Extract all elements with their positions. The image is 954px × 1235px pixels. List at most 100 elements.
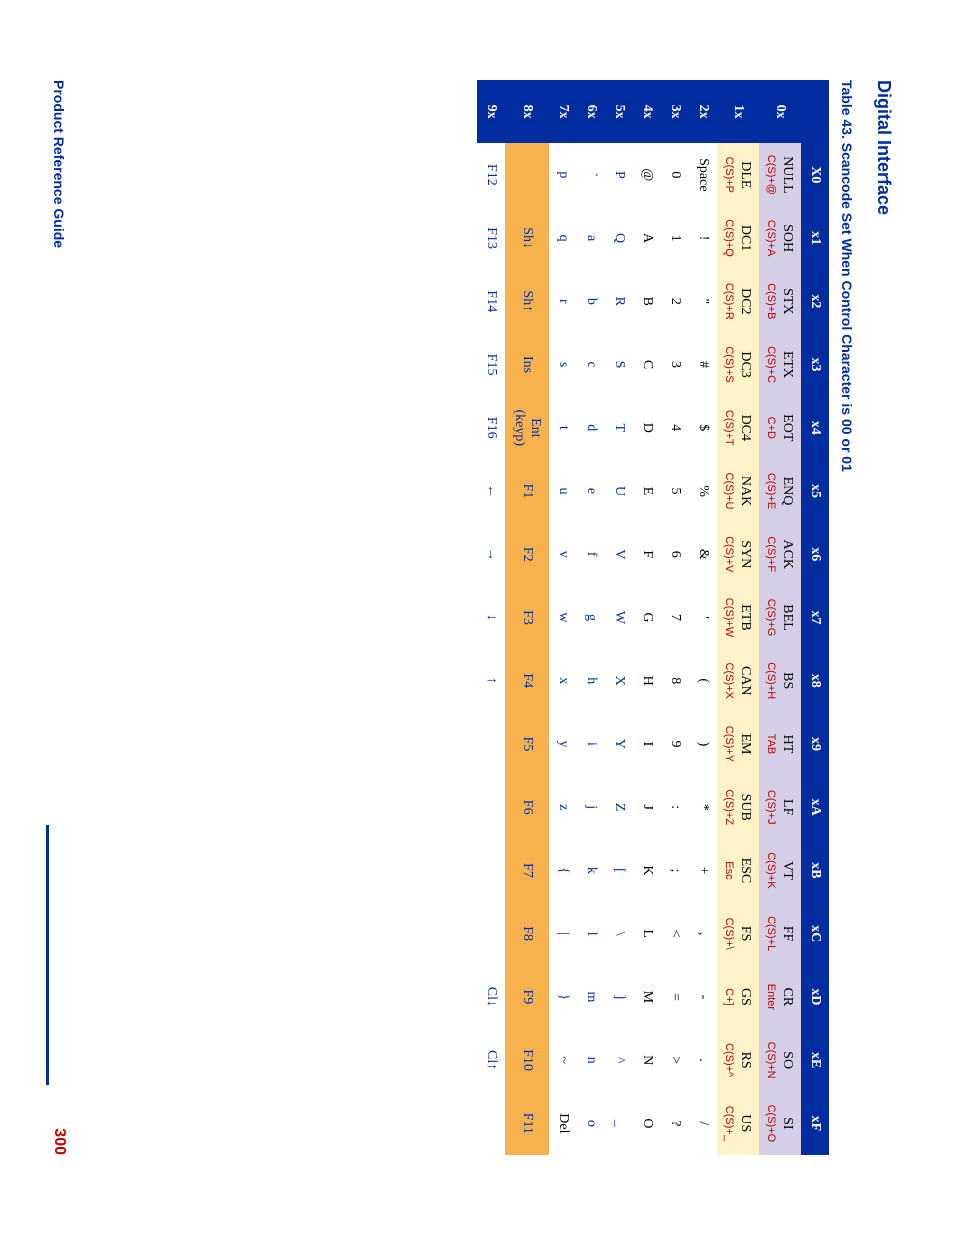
col-header: x6 bbox=[801, 523, 829, 586]
cell-sub: C(S)+N bbox=[765, 1031, 777, 1090]
cell-main: DC1 bbox=[738, 225, 753, 251]
cell: Z bbox=[605, 776, 633, 839]
cell-main: ) bbox=[696, 742, 711, 747]
cell-main: FF bbox=[780, 926, 795, 942]
cell-main: F3 bbox=[520, 610, 535, 625]
cell-main: → bbox=[484, 547, 499, 561]
cell-main: v bbox=[556, 551, 571, 558]
cell-main: EOT bbox=[780, 414, 795, 441]
cell-main: Ent (keyp) bbox=[512, 410, 543, 447]
cell-main: F11 bbox=[520, 1113, 535, 1134]
cell: Space bbox=[689, 143, 717, 206]
cell-sub: C(S)+Z bbox=[723, 778, 735, 837]
cell: FFC(S)+L bbox=[759, 902, 801, 965]
cell: W bbox=[605, 586, 633, 649]
cell: STXC(S)+B bbox=[759, 270, 801, 333]
cell: m bbox=[577, 965, 605, 1028]
cell-sub: C(S)+U bbox=[723, 461, 735, 520]
cell-main: W bbox=[612, 611, 627, 624]
cell: F3 bbox=[505, 586, 549, 649]
cell-main: SYN bbox=[738, 540, 753, 568]
cell-main: K bbox=[640, 865, 655, 875]
cell: % bbox=[689, 459, 717, 522]
cell: F10 bbox=[505, 1029, 549, 1092]
cell-main: c bbox=[584, 361, 599, 367]
cell-main: V bbox=[612, 549, 627, 559]
cell: Del bbox=[549, 1092, 577, 1155]
cell: 4 bbox=[661, 396, 689, 459]
cell: J bbox=[633, 776, 661, 839]
cell-main: E bbox=[640, 487, 655, 496]
row-header: 2x bbox=[689, 80, 717, 143]
cell-main: 7 bbox=[668, 614, 683, 621]
cell: DC2C(S)+R bbox=[717, 270, 759, 333]
cell-sub: C(S)+E bbox=[765, 461, 777, 520]
cell: k bbox=[577, 839, 605, 902]
cell: SYNC(S)+V bbox=[717, 523, 759, 586]
cell: Y bbox=[605, 712, 633, 775]
cell: ! bbox=[689, 206, 717, 269]
cell-main: 8 bbox=[668, 677, 683, 684]
cell: H bbox=[633, 649, 661, 712]
cell-main: A bbox=[640, 233, 655, 243]
cell-main: EM bbox=[738, 733, 753, 754]
cell-main: < bbox=[668, 930, 683, 938]
cell: s bbox=[549, 333, 577, 396]
cell-sub: C(S)+Y bbox=[723, 714, 735, 773]
cell-main: = bbox=[668, 993, 683, 1001]
cell-main: j bbox=[584, 805, 599, 809]
cell: < bbox=[661, 902, 689, 965]
cell: g bbox=[577, 586, 605, 649]
col-header: x4 bbox=[801, 396, 829, 459]
cell-main: Cl↑ bbox=[484, 1050, 499, 1070]
cell: | bbox=[549, 902, 577, 965]
cell bbox=[477, 712, 505, 775]
cell-main: b bbox=[584, 298, 599, 305]
cell: d bbox=[577, 396, 605, 459]
cell-main: Space bbox=[696, 158, 711, 191]
cell: Cl↓ bbox=[477, 965, 505, 1028]
cell-sub: Enter bbox=[765, 967, 777, 1026]
cell-main: Ins bbox=[520, 356, 535, 373]
cell-main: DC2 bbox=[738, 288, 753, 314]
cell-main: RS bbox=[738, 1052, 753, 1069]
cell: Sh↓ bbox=[505, 206, 549, 269]
cell: @ bbox=[633, 143, 661, 206]
cell-main: f bbox=[584, 552, 599, 557]
cell: = bbox=[661, 965, 689, 1028]
cell: DC1C(S)+Q bbox=[717, 206, 759, 269]
cell-sub: C(S)+@ bbox=[765, 145, 777, 204]
cell: F1 bbox=[505, 459, 549, 522]
cell-main: SO bbox=[780, 1051, 795, 1069]
cell-sub: C(S)+G bbox=[765, 588, 777, 647]
section-title: Digital Interface bbox=[873, 80, 894, 1155]
cell-main: D bbox=[640, 423, 655, 433]
cell: 3 bbox=[661, 333, 689, 396]
cell-main: U bbox=[612, 486, 627, 496]
cell-sub: C(S)+F bbox=[765, 525, 777, 584]
row-header: 8x bbox=[505, 80, 549, 143]
col-header: x9 bbox=[801, 712, 829, 775]
cell-main: B bbox=[640, 297, 655, 306]
cell: Ins bbox=[505, 333, 549, 396]
cell-main: LF bbox=[780, 799, 795, 815]
cell: - bbox=[689, 965, 717, 1028]
cell: M bbox=[633, 965, 661, 1028]
cell: Sh↑ bbox=[505, 270, 549, 333]
cell-sub: C(S)+_ bbox=[723, 1094, 735, 1153]
cell-main: i bbox=[584, 742, 599, 746]
cell-main: O bbox=[640, 1118, 655, 1128]
cell-main: ↓ bbox=[484, 614, 499, 621]
cell: F15 bbox=[477, 333, 505, 396]
cell: 2 bbox=[661, 270, 689, 333]
cell-main: * bbox=[696, 804, 711, 811]
cell: } bbox=[549, 965, 577, 1028]
cell: Cl↑ bbox=[477, 1029, 505, 1092]
cell-main: # bbox=[696, 361, 711, 368]
cell: BSC(S)+H bbox=[759, 649, 801, 712]
cell-main: 1 bbox=[668, 235, 683, 242]
cell-sub: C(S)+O bbox=[765, 1094, 777, 1153]
cell-main: ETB bbox=[738, 604, 753, 630]
cell-main: F10 bbox=[520, 1049, 535, 1071]
cell-sub: C(S)+L bbox=[765, 904, 777, 963]
